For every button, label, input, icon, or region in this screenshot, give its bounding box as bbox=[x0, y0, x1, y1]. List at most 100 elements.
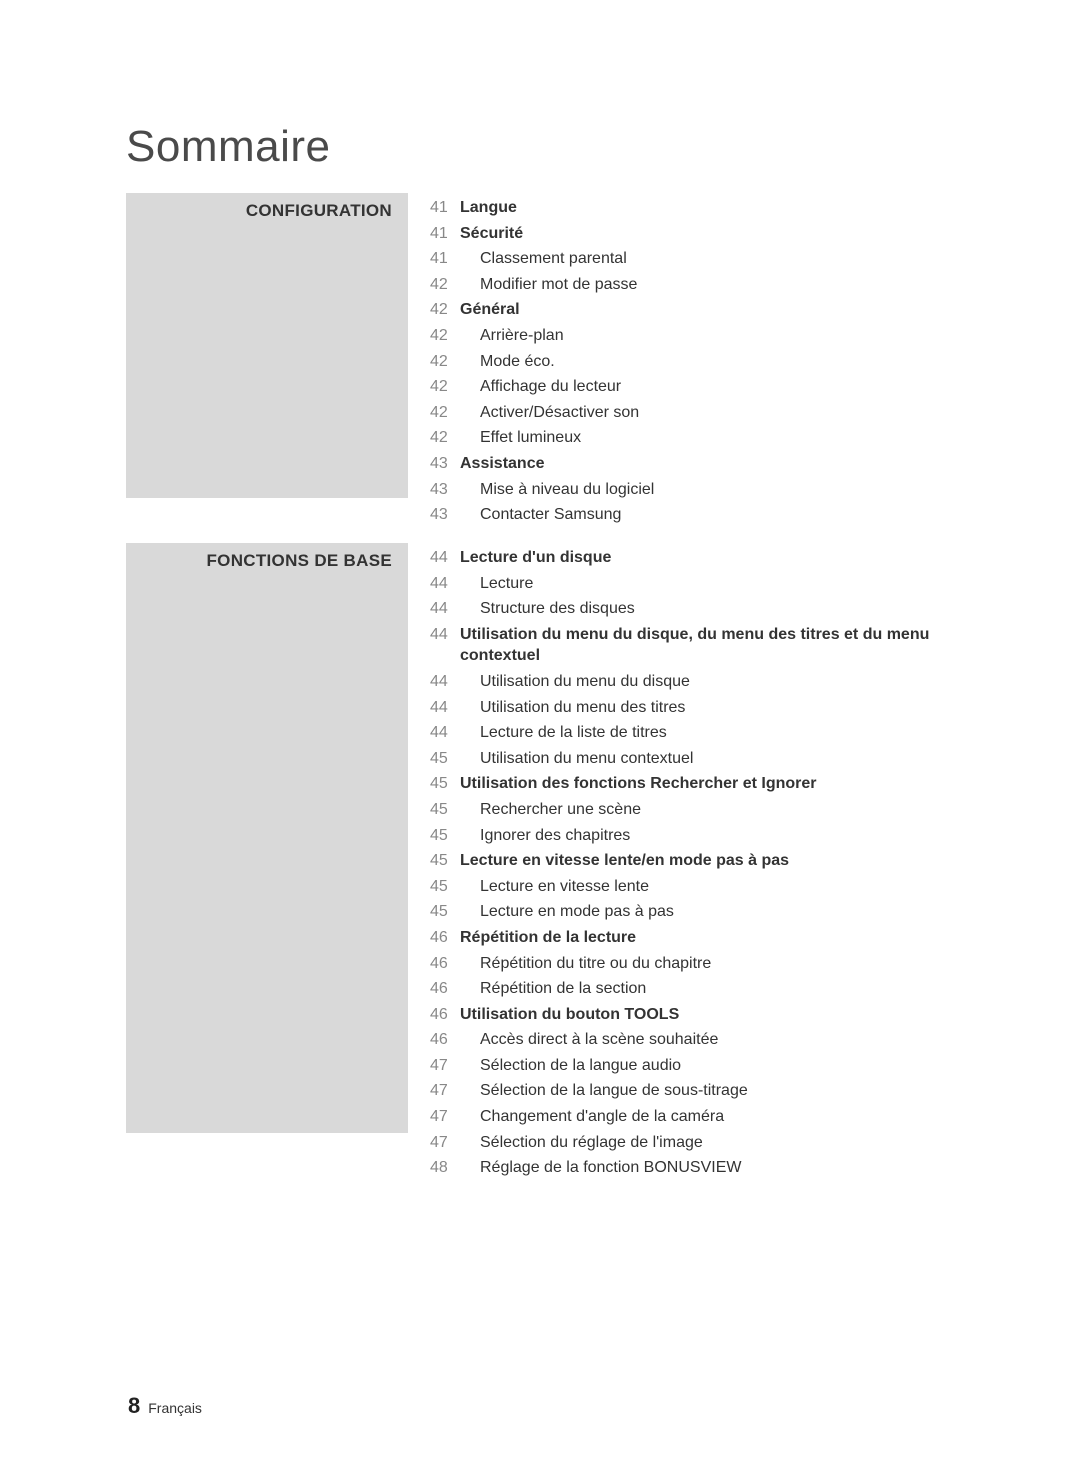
toc-entry: 45Utilisation des fonctions Rechercher e… bbox=[430, 773, 950, 795]
toc-entry: 44Lecture de la liste de titres bbox=[430, 722, 950, 744]
toc-entry-page: 48 bbox=[430, 1157, 460, 1179]
toc-entry: 46Accès direct à la scène souhaitée bbox=[430, 1029, 950, 1051]
toc-entry: 42Général bbox=[430, 299, 654, 321]
toc-entry-text: Utilisation du menu contextuel bbox=[460, 748, 693, 770]
toc-entry-page: 44 bbox=[430, 697, 460, 719]
toc-entry: 43Mise à niveau du logiciel bbox=[430, 479, 654, 501]
toc-entry-text: Sélection de la langue audio bbox=[460, 1055, 681, 1077]
toc-entry-page: 45 bbox=[430, 748, 460, 770]
toc-entry: 45Ignorer des chapitres bbox=[430, 825, 950, 847]
section-label-configuration: CONFIGURATION bbox=[134, 201, 392, 221]
toc-entry-page: 43 bbox=[430, 453, 460, 475]
toc-entry-page: 45 bbox=[430, 825, 460, 847]
toc-entry-page: 46 bbox=[430, 978, 460, 1000]
toc-entry-text: Changement d'angle de la caméra bbox=[460, 1106, 724, 1128]
toc-entry-text: Réglage de la fonction BONUSVIEW bbox=[460, 1157, 741, 1179]
toc-entry-page: 41 bbox=[430, 197, 460, 219]
toc-entry-text: Sélection de la langue de sous-titrage bbox=[460, 1080, 748, 1102]
toc-entry-page: 44 bbox=[430, 598, 460, 620]
toc-entry-text: Répétition de la section bbox=[460, 978, 646, 1000]
toc-entry-page: 42 bbox=[430, 274, 460, 296]
toc-entry-page: 44 bbox=[430, 722, 460, 744]
toc-entry-text: Lecture en vitesse lente/en mode pas à p… bbox=[460, 850, 789, 872]
toc-entry-page: 42 bbox=[430, 402, 460, 424]
toc-entry: 47Sélection du réglage de l'image bbox=[430, 1132, 950, 1154]
toc-entry-page: 45 bbox=[430, 799, 460, 821]
toc-entry: 41Sécurité bbox=[430, 223, 654, 245]
toc-entry-page: 44 bbox=[430, 573, 460, 595]
toc-entry-text: Ignorer des chapitres bbox=[460, 825, 630, 847]
toc-entry-page: 41 bbox=[430, 248, 460, 270]
toc-entry-text: Contacter Samsung bbox=[460, 504, 621, 526]
toc-entry-text: Lecture de la liste de titres bbox=[460, 722, 667, 744]
toc-entry-text: Lecture en mode pas à pas bbox=[460, 901, 674, 923]
toc-entry-text: Rechercher une scène bbox=[460, 799, 641, 821]
toc-entry: 47Sélection de la langue audio bbox=[430, 1055, 950, 1077]
toc-entry: 47Sélection de la langue de sous-titrage bbox=[430, 1080, 950, 1102]
toc-entry-page: 42 bbox=[430, 427, 460, 449]
toc-entry: 45Lecture en vitesse lente/en mode pas à… bbox=[430, 850, 950, 872]
footer-page-number: 8 bbox=[128, 1393, 140, 1419]
toc-entry-text: Mode éco. bbox=[460, 351, 555, 373]
toc-entry: 42Affichage du lecteur bbox=[430, 376, 654, 398]
toc-entry: 47Changement d'angle de la caméra bbox=[430, 1106, 950, 1128]
section-fonctions-de-base: FONCTIONS DE BASE 44Lecture d'un disque4… bbox=[126, 543, 950, 1183]
toc-entry: 42Effet lumineux bbox=[430, 427, 654, 449]
toc-entry-text: Accès direct à la scène souhaitée bbox=[460, 1029, 718, 1051]
toc-entry-page: 43 bbox=[430, 504, 460, 526]
toc-entry-text: Répétition du titre ou du chapitre bbox=[460, 953, 711, 975]
toc-entry-page: 44 bbox=[430, 547, 460, 569]
toc-entries-configuration: 41Langue41Sécurité41Classement parental4… bbox=[408, 193, 654, 530]
toc-entry: 43Assistance bbox=[430, 453, 654, 475]
toc-entry-page: 43 bbox=[430, 479, 460, 501]
toc-entry-page: 45 bbox=[430, 876, 460, 898]
toc-entry-page: 45 bbox=[430, 773, 460, 795]
toc-entry-text: Classement parental bbox=[460, 248, 627, 270]
toc-entry: 45Lecture en vitesse lente bbox=[430, 876, 950, 898]
toc-entry-text: Général bbox=[460, 299, 520, 321]
toc-entry-text: Utilisation des fonctions Rechercher et … bbox=[460, 773, 817, 795]
toc-entry-page: 47 bbox=[430, 1080, 460, 1102]
toc-entry-page: 45 bbox=[430, 850, 460, 872]
toc-entry-page: 47 bbox=[430, 1055, 460, 1077]
toc-entry: 44Utilisation du menu des titres bbox=[430, 697, 950, 719]
toc-entry-page: 42 bbox=[430, 325, 460, 347]
toc-entry-page: 47 bbox=[430, 1106, 460, 1128]
footer-language: Français bbox=[148, 1400, 202, 1416]
page-footer: 8 Français bbox=[128, 1393, 202, 1419]
toc-entry-text: Utilisation du menu du disque bbox=[460, 671, 690, 693]
toc-entries-fonctions: 44Lecture d'un disque44Lecture44Structur… bbox=[408, 543, 950, 1183]
toc-entry: 43Contacter Samsung bbox=[430, 504, 654, 526]
toc-entry: 45Rechercher une scène bbox=[430, 799, 950, 821]
toc-entry: 45Utilisation du menu contextuel bbox=[430, 748, 950, 770]
toc-entry-text: Assistance bbox=[460, 453, 545, 475]
toc-entry-text: Activer/Désactiver son bbox=[460, 402, 639, 424]
toc-entry: 42Activer/Désactiver son bbox=[430, 402, 654, 424]
toc-entry-text: Sécurité bbox=[460, 223, 523, 245]
toc-entry-page: 45 bbox=[430, 901, 460, 923]
toc-entry-page: 46 bbox=[430, 927, 460, 949]
toc-entry: 44Lecture bbox=[430, 573, 950, 595]
toc-entry-text: Utilisation du menu du disque, du menu d… bbox=[460, 624, 950, 667]
toc-entry-text: Langue bbox=[460, 197, 517, 219]
toc-entry: 46Utilisation du bouton TOOLS bbox=[430, 1004, 950, 1026]
toc-entry-text: Structure des disques bbox=[460, 598, 635, 620]
toc-entry: 46Répétition de la lecture bbox=[430, 927, 950, 949]
toc-entry: 44Utilisation du menu du disque, du menu… bbox=[430, 624, 950, 667]
toc-entry-text: Répétition de la lecture bbox=[460, 927, 636, 949]
section-label-fonctions: FONCTIONS DE BASE bbox=[134, 551, 392, 571]
section-label-block: CONFIGURATION bbox=[126, 193, 408, 498]
toc-entry-page: 44 bbox=[430, 624, 460, 646]
page-title: Sommaire bbox=[126, 122, 331, 172]
toc-entry-page: 46 bbox=[430, 1029, 460, 1051]
toc-entry-text: Lecture d'un disque bbox=[460, 547, 611, 569]
toc-entry-page: 47 bbox=[430, 1132, 460, 1154]
toc-entry-text: Utilisation du bouton TOOLS bbox=[460, 1004, 679, 1026]
toc-entry-page: 42 bbox=[430, 299, 460, 321]
toc-entry-page: 42 bbox=[430, 351, 460, 373]
toc-entry: 42Mode éco. bbox=[430, 351, 654, 373]
toc-entry: 46Répétition de la section bbox=[430, 978, 950, 1000]
toc-entry: 48Réglage de la fonction BONUSVIEW bbox=[430, 1157, 950, 1179]
toc-entry: 46Répétition du titre ou du chapitre bbox=[430, 953, 950, 975]
toc-entry: 41Langue bbox=[430, 197, 654, 219]
